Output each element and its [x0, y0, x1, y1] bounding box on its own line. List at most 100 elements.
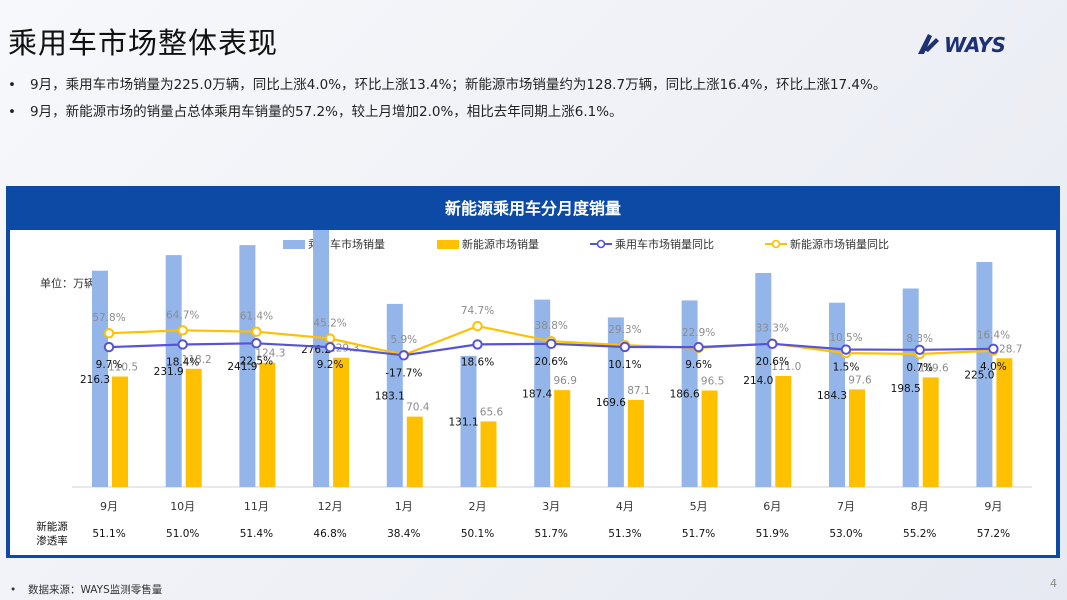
- bar-total-sales: [902, 288, 919, 487]
- nev-yoy-marker: [472, 320, 483, 332]
- total-yoy-label: 9.2%: [317, 359, 344, 371]
- nev-yoy-label: 10.5%: [829, 332, 862, 344]
- x-tick-label: 11月: [244, 500, 269, 513]
- x-tick-label: 10月: [170, 500, 195, 513]
- bar-nev-value: 87.1: [627, 385, 650, 397]
- bar-nev-sales: [701, 390, 718, 487]
- bar-nev-value: 109.6: [919, 362, 949, 374]
- bar-nev-sales: [849, 389, 865, 487]
- penetration-value: 57.2%: [977, 528, 1010, 540]
- summary-bullet: • 9月，新能源市场的销量占总体乘用车销量的57.2%，较上月增加2.0%，相比去…: [8, 99, 1058, 126]
- bar-total-value: 169.6: [596, 397, 626, 409]
- total-yoy-marker: [251, 338, 262, 349]
- penetration-label: 渗透率: [36, 534, 68, 547]
- bar-nev-value: 111.0: [771, 361, 801, 373]
- nev-yoy-label: 29.3%: [608, 324, 641, 336]
- bar-nev-value: 96.5: [701, 376, 724, 388]
- bar-total-value: 183.1: [375, 390, 405, 402]
- bar-total-sales: [534, 299, 551, 487]
- penetration-value: 51.3%: [608, 528, 641, 540]
- total-yoy-label: 0.7%: [906, 362, 933, 374]
- bar-total-value: 241.9: [227, 361, 257, 373]
- total-yoy-marker: [693, 341, 704, 353]
- total-yoy-label: 20.6%: [535, 356, 568, 368]
- penetration-value: 51.0%: [166, 528, 199, 540]
- x-tick-label: 9月: [100, 500, 118, 513]
- bar-nev-value: 96.9: [554, 375, 577, 387]
- bullet-marker: •: [8, 77, 16, 93]
- nev-yoy-label: 45.2%: [313, 318, 346, 330]
- legend-swatch: [437, 240, 459, 249]
- nev-yoy-marker: [324, 333, 336, 344]
- legend-label: 新能源市场销量: [462, 237, 539, 251]
- x-tick-label: 4月: [616, 500, 634, 513]
- ways-logo-icon: [918, 34, 939, 54]
- bar-nev-value: 128.7: [992, 343, 1022, 355]
- source-note: 数据来源：WAYS监测零售量: [28, 584, 163, 596]
- bar-nev-sales: [996, 358, 1013, 487]
- penetration-value: 38.4%: [387, 528, 420, 540]
- x-tick-label: 3月: [542, 500, 560, 513]
- penetration-value: 51.1%: [92, 528, 125, 540]
- penetration-value: 51.7%: [682, 528, 715, 540]
- bar-nev-value: 70.4: [406, 402, 430, 414]
- logo-text: WAYS: [944, 33, 1006, 57]
- total-yoy-marker: [840, 344, 852, 355]
- bar-nev-sales: [333, 357, 350, 487]
- total-yoy-marker: [103, 341, 115, 353]
- bar-nev-sales: [185, 368, 202, 487]
- nev-yoy-marker: [103, 328, 115, 339]
- page-title: 乘用车市场整体表现: [8, 26, 279, 60]
- nev-yoy-marker: [177, 325, 188, 336]
- nev-yoy-label: 61.4%: [240, 311, 273, 323]
- nev-yoy-label: 16.4%: [977, 330, 1010, 342]
- bar-total-value: 186.6: [670, 389, 700, 401]
- total-yoy-marker: [988, 343, 999, 355]
- total-yoy-label: 9.6%: [685, 359, 712, 371]
- bar-total-sales: [386, 303, 403, 487]
- total-yoy-marker: [914, 344, 925, 355]
- total-yoy-marker: [324, 342, 336, 353]
- bar-nev-sales: [627, 399, 644, 487]
- penetration-value: 51.9%: [756, 528, 789, 540]
- x-tick-label: 8月: [911, 500, 929, 513]
- total-yoy-label: 1.5%: [833, 362, 860, 374]
- chart-title: 新能源乘用车分月度销量: [444, 199, 621, 218]
- total-yoy-label: 22.5%: [240, 355, 273, 367]
- bar-total-value: 198.5: [891, 383, 921, 395]
- bar-total-value: 184.3: [817, 390, 847, 402]
- bar-total-value: 214.0: [743, 375, 773, 387]
- penetration-label: 新能源: [36, 520, 68, 533]
- x-tick-label: 7月: [837, 500, 855, 513]
- bar-total-sales: [460, 355, 477, 487]
- bar-nev-value: 110.5: [108, 362, 138, 374]
- ways-logo: WAYS: [916, 30, 1016, 60]
- total-yoy-label: 9.7%: [96, 359, 123, 371]
- bar-total-value: 225.0: [964, 370, 994, 382]
- bar-total-value: 131.1: [448, 416, 478, 428]
- bar-nev-sales: [259, 362, 276, 487]
- bar-total-sales: [976, 262, 993, 487]
- bar-total-sales: [607, 317, 624, 487]
- bullet-text: 9月，乘用车市场销量为225.0万辆，同比上涨4.0%，环比上涨13.4%；新能…: [30, 77, 887, 93]
- bar-nev-value: 97.6: [848, 374, 872, 386]
- summary-bullet: • 9月，乘用车市场销量为225.0万辆，同比上涨4.0%，环比上涨13.4%；新…: [8, 72, 1058, 99]
- bullet-marker: •: [10, 584, 17, 596]
- chart-area: 单位：万辆 乘用车市场销量 新能源市场销量 乘用车市场销量同比 新能源市场销量同比 216…: [10, 230, 1056, 555]
- legend-swatch: [283, 240, 305, 249]
- total-yoy-marker: [546, 338, 557, 350]
- nev-yoy-label: 5.9%: [390, 334, 417, 346]
- total-yoy-label: 10.1%: [608, 359, 641, 371]
- penetration-value: 53.0%: [829, 528, 862, 540]
- x-tick-label: 1月: [395, 500, 413, 513]
- bar-nev-sales: [406, 416, 423, 487]
- bar-nev-sales: [480, 421, 497, 487]
- total-yoy-label: 4.0%: [980, 361, 1007, 373]
- bullet-marker: •: [8, 104, 16, 120]
- bar-nev-value: 124.3: [255, 348, 285, 360]
- bar-nev-sales: [922, 377, 939, 487]
- x-tick-label: 9月: [984, 500, 1002, 513]
- x-tick-label: 2月: [469, 500, 487, 513]
- penetration-value: 51.7%: [535, 528, 568, 540]
